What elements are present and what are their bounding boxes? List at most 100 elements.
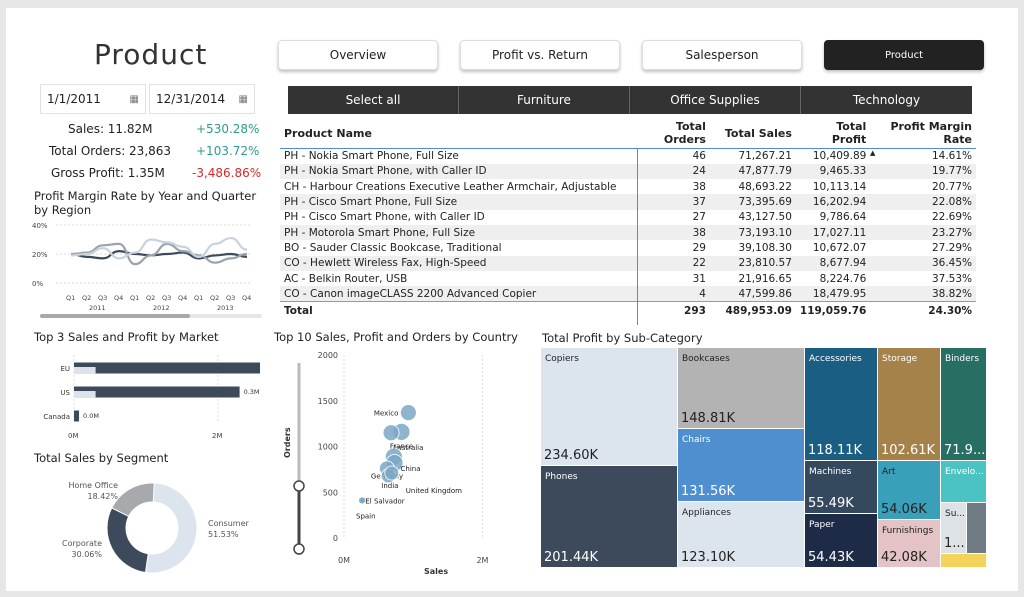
table-row[interactable]: PH - Nokia Smart Phone, Full Size 46 71,26… [280, 149, 976, 164]
x-tick-label: Q4 [114, 294, 123, 302]
table-cell: PH - Motorola Smart Phone, Full Size [280, 224, 636, 241]
table-row[interactable]: CO - Canon imageCLASS 2200 Advanced Copi… [280, 286, 976, 302]
series-line [70, 249, 248, 260]
segment-chart-title: Total Sales by Segment [34, 451, 169, 465]
zoom-slider-handle [293, 480, 305, 492]
product-table-container: Product Name Total Orders Total Sales To… [280, 118, 976, 325]
tile-label: Machines [809, 467, 852, 477]
point-label: United Kingdom [406, 487, 462, 495]
table-row[interactable]: PH - Nokia Smart Phone, with Caller ID 24… [280, 163, 976, 180]
treemap-tile[interactable] [967, 503, 986, 553]
treemap-tile[interactable]: Appliances 123.10K [678, 502, 804, 567]
table-cell: 22 [635, 255, 710, 271]
page-title: Product [94, 38, 208, 71]
table-cell: 38 [692, 180, 706, 193]
data-label: 0.3M [244, 388, 260, 396]
treemap-tile[interactable] [941, 554, 986, 567]
table-cell: 9,786.64 [819, 211, 867, 224]
treemap-tile[interactable]: Storage 102.61K [878, 348, 940, 460]
treemap-tile[interactable]: Accessories 118.11K [805, 348, 877, 460]
end-date-field[interactable]: 12/31/2014 ▦ [149, 84, 255, 114]
table-row[interactable]: PH - Cisco Smart Phone, Full Size 37 73,39… [280, 194, 976, 210]
category-office-supplies[interactable]: Office Supplies [630, 86, 801, 114]
table-cell: 36.45% [870, 255, 976, 271]
treemap-tile[interactable]: Phones 201.44K [541, 466, 677, 567]
category-label: EU [60, 365, 70, 373]
tile-value: 118.11K [808, 443, 863, 458]
country-chart-title: Top 10 Sales, Profit and Orders by Count… [274, 330, 518, 344]
x-axis-title: Sales [424, 567, 448, 576]
table-cell: 8,224.76 [819, 272, 867, 285]
treemap-tile[interactable]: Copiers 234.60K [541, 348, 677, 465]
market-chart-title: Top 3 Sales and Profit by Market [34, 330, 219, 344]
series-line [70, 242, 248, 266]
table-cell: 10,672.07 [812, 241, 867, 254]
treemap-tile[interactable]: Su... 1... [941, 503, 966, 553]
table-cell: 38 [635, 224, 710, 241]
treemap-tile[interactable]: Furnishings 42.08K [878, 520, 940, 567]
tile-value: 1... [944, 536, 965, 551]
y-tick-label: 1000 [318, 443, 338, 452]
table-cell: 73,193.10 [709, 224, 796, 241]
tile-label: Storage [882, 354, 918, 364]
kpi-profit: Gross Profit: 1.35M [51, 166, 165, 180]
category-technology[interactable]: Technology [801, 86, 972, 114]
category-furniture[interactable]: Furniture [459, 86, 630, 114]
x-tick-label: Q3 [98, 294, 107, 302]
sort-desc-icon: ▲ [870, 149, 876, 157]
tile-value: 42.08K [881, 550, 927, 565]
treemap-tile[interactable]: Binders 71.9... [941, 348, 986, 460]
nav-product-button[interactable]: Product [824, 40, 984, 70]
col-total-profit[interactable]: Total Profit [831, 120, 867, 146]
treemap-tile[interactable]: Bookcases 148.81K [678, 348, 804, 428]
x-tick-label: Q1 [194, 294, 203, 302]
table-row[interactable]: PH - Motorola Smart Phone, Full Size 38 73… [280, 224, 976, 241]
col-profit-margin[interactable]: Profit Margin Rate [870, 118, 976, 149]
treemap-tile[interactable]: Chairs 131.56K [678, 429, 804, 501]
year-label: 2012 [153, 304, 170, 312]
nav-salesperson-button[interactable]: Salesperson [642, 40, 802, 70]
x-tick-label: Q2 [146, 294, 155, 302]
nav-overview-button[interactable]: Overview [278, 40, 438, 70]
x-tick-label: Q1 [130, 294, 139, 302]
point-label: India [381, 482, 398, 490]
table-cell: 19.77% [870, 163, 976, 180]
calendar-icon[interactable]: ▦ [238, 93, 248, 105]
table-cell: CO - Hewlett Wireless Fax, High-Speed [280, 255, 636, 271]
table-row[interactable]: PH - Cisco Smart Phone, with Caller ID 27… [280, 210, 976, 225]
treemap-tile[interactable]: Envelo... [941, 461, 986, 502]
table-cell: 21,916.65 [738, 272, 792, 285]
nav-profit-return-button[interactable]: Profit vs. Return [460, 40, 620, 70]
table-row[interactable]: AC - Belkin Router, USB 31 21,916.65 8,224.… [280, 271, 976, 286]
category-label: Canada [43, 413, 70, 421]
table-cell: 37.53% [931, 272, 972, 285]
table-row[interactable]: CO - Hewlett Wireless Fax, High-Speed 22 2… [280, 255, 976, 271]
table-row[interactable]: BO - Sauder Classic Bookcase, Traditiona… [280, 240, 976, 255]
table-cell: BO - Sauder Classic Bookcase, Traditiona… [284, 241, 502, 254]
table-cell: 29 [692, 241, 706, 254]
tile-label: Phones [545, 472, 578, 482]
table-cell: 9,465.33 [795, 163, 871, 180]
x-tick-label: Q4 [178, 294, 187, 302]
sales-bar [74, 410, 80, 422]
table-cell: 17,027.11 [795, 224, 871, 241]
y-tick-label: 0% [32, 280, 43, 288]
kpi-profit-change: -3,486.86% [192, 166, 262, 180]
category-select-all[interactable]: Select all [288, 86, 459, 114]
treemap-tile[interactable]: Paper 54.43K [805, 514, 877, 567]
col-product-name[interactable]: Product Name [284, 126, 372, 140]
table-cell: 48,693.22 [738, 180, 792, 193]
calendar-icon[interactable]: ▦ [129, 93, 139, 105]
col-profit-margin-label: Profit Margin Rate [890, 120, 972, 146]
x-tick-label: Q2 [210, 294, 219, 302]
start-date-field[interactable]: 1/1/2011 ▦ [40, 84, 146, 114]
treemap-tile[interactable]: Art 54.06K [878, 461, 940, 519]
table-cell: 23.27% [870, 224, 976, 241]
col-total-sales[interactable]: Total Sales [724, 126, 792, 140]
col-total-orders[interactable]: Total Orders [663, 120, 706, 146]
tile-label: Bookcases [682, 354, 730, 364]
table-row[interactable]: CH - Harbour Creations Executive Leather… [280, 179, 976, 194]
table-cell: 22.69% [931, 211, 972, 224]
treemap-tile[interactable]: Machines 55.49K [805, 461, 877, 513]
